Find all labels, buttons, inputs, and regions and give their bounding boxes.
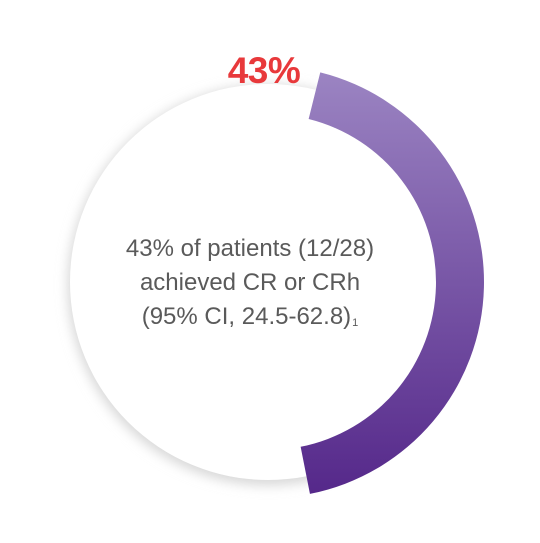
caption-line-1: 43% of patients (12/28): [125, 235, 375, 262]
footnote-marker: 1: [352, 317, 359, 329]
inner-circle: [70, 84, 466, 480]
caption: 43% of patients (12/28) achieved CR or C…: [80, 232, 420, 334]
caption-line-3-text: (95% CI, 24.5-62.8): [141, 303, 352, 330]
value-label: 43%: [227, 50, 301, 91]
progress-arc: [300, 72, 485, 494]
caption-line-3: (95% CI, 24.5-62.8)1: [80, 300, 420, 334]
caption-line-2: achieved CR or CRh: [139, 269, 361, 296]
